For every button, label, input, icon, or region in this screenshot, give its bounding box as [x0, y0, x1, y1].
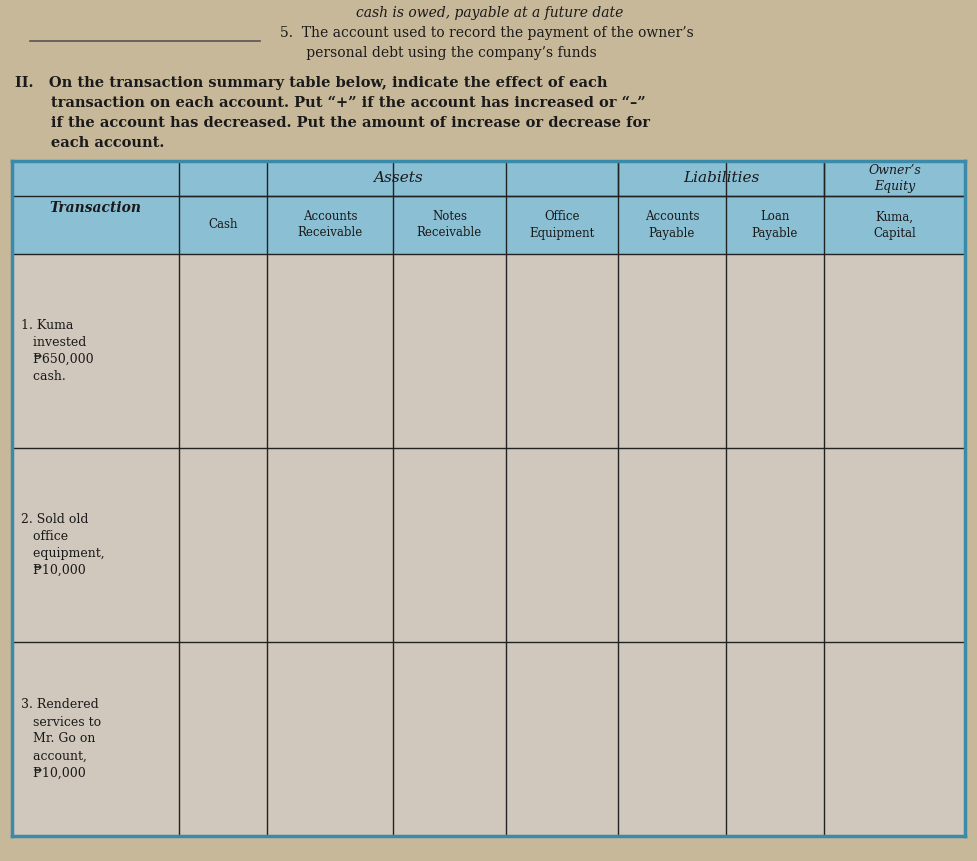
Bar — [618, 254, 726, 448]
Bar — [268, 642, 393, 836]
Text: 1. Kuma
   invested
   ₱650,000
   cash.: 1. Kuma invested ₱650,000 cash. — [21, 319, 94, 383]
Text: 3. Rendered
   services to
   Mr. Go on
   account,
   ₱10,000: 3. Rendered services to Mr. Go on accoun… — [21, 698, 102, 779]
Bar — [824, 642, 965, 836]
Bar — [618, 448, 726, 642]
Bar — [726, 448, 824, 642]
Bar — [179, 448, 268, 642]
Bar — [824, 254, 965, 448]
Bar — [506, 642, 618, 836]
Text: Assets: Assets — [373, 171, 423, 185]
Text: Transaction: Transaction — [50, 201, 142, 214]
Bar — [726, 254, 824, 448]
Text: 2. Sold old
   office
   equipment,
   ₱10,000: 2. Sold old office equipment, ₱10,000 — [21, 513, 105, 577]
Bar — [726, 642, 824, 836]
Bar — [393, 448, 506, 642]
Bar — [506, 254, 618, 448]
Text: each account.: each account. — [15, 136, 164, 150]
Text: Kuma,
Capital: Kuma, Capital — [873, 210, 915, 239]
Text: personal debt using the company’s funds: personal debt using the company’s funds — [280, 46, 597, 60]
Bar — [268, 448, 393, 642]
Bar — [12, 448, 179, 642]
Bar — [12, 161, 965, 836]
Text: II.   On the transaction summary table below, indicate the effect of each: II. On the transaction summary table bel… — [15, 76, 608, 90]
Bar — [268, 254, 393, 448]
Bar — [506, 448, 618, 642]
Text: Office
Equipment: Office Equipment — [530, 210, 595, 239]
Text: Accounts
Payable: Accounts Payable — [645, 210, 700, 239]
Bar — [393, 642, 506, 836]
Text: Accounts
Receivable: Accounts Receivable — [298, 210, 362, 239]
Bar — [393, 254, 506, 448]
Text: Liabilities: Liabilities — [683, 171, 759, 185]
Text: 5.  The account used to record the payment of the owner’s: 5. The account used to record the paymen… — [280, 26, 694, 40]
Bar — [824, 448, 965, 642]
Bar — [12, 254, 179, 448]
Text: transaction on each account. Put “+” if the account has increased or “–”: transaction on each account. Put “+” if … — [15, 96, 646, 110]
Text: cash is owed, payable at a future date: cash is owed, payable at a future date — [357, 6, 623, 20]
Text: Owner’s
Equity: Owner’s Equity — [869, 164, 921, 193]
Text: if the account has decreased. Put the amount of increase or decrease for: if the account has decreased. Put the am… — [15, 116, 650, 130]
Text: Loan
Payable: Loan Payable — [751, 210, 798, 239]
Bar — [12, 642, 179, 836]
Bar — [179, 254, 268, 448]
Bar — [618, 642, 726, 836]
Bar — [179, 642, 268, 836]
Text: Notes
Receivable: Notes Receivable — [417, 210, 482, 239]
Text: Cash: Cash — [208, 219, 237, 232]
